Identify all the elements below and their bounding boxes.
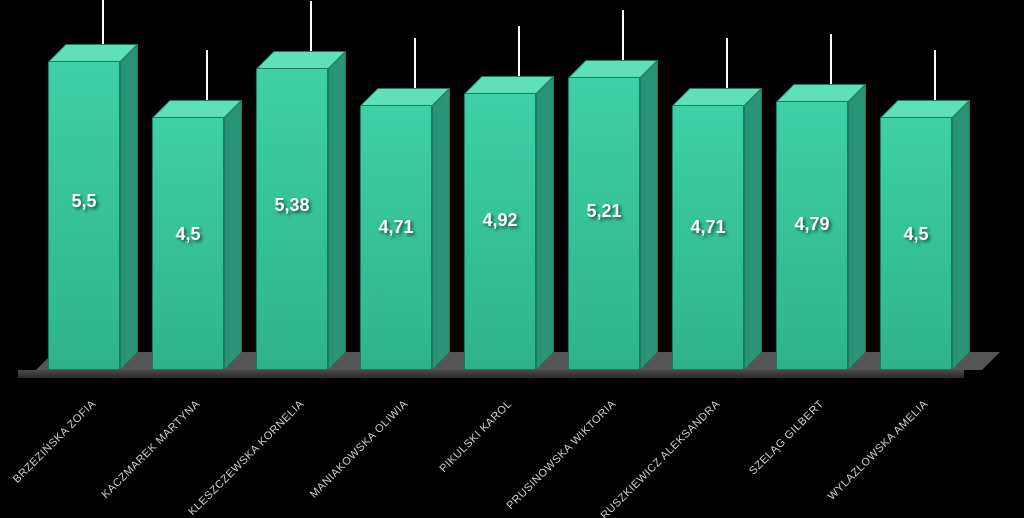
bar: 4,5 — [880, 118, 952, 370]
bar-side — [432, 88, 450, 370]
bar-side — [640, 60, 658, 370]
bar-front — [776, 102, 848, 370]
bar-side — [848, 84, 866, 370]
bar: 5,38 — [256, 69, 328, 370]
bar-front — [48, 62, 120, 370]
bar-side — [952, 100, 970, 370]
bar-front — [672, 106, 744, 370]
bar-category-label: BRZEZIŃSKA ZOFIA — [0, 398, 98, 518]
bar-side — [224, 100, 242, 370]
bar-front — [464, 94, 536, 370]
bar: 4,92 — [464, 94, 536, 370]
chart-floor-front — [18, 370, 964, 378]
bar-front — [360, 106, 432, 370]
bar: 4,5 — [152, 118, 224, 370]
bar-side — [328, 51, 346, 370]
bar-chart-3d: 5,5BRZEZIŃSKA ZOFIA4,5KACZMAREK MARTYNA5… — [0, 0, 1024, 518]
bar-front — [880, 118, 952, 370]
bar: 4,71 — [360, 106, 432, 370]
bar: 5,5 — [48, 62, 120, 370]
bar-side — [744, 88, 762, 370]
bar: 4,79 — [776, 102, 848, 370]
bar-front — [256, 69, 328, 370]
bar-front — [568, 78, 640, 370]
bar-front — [152, 118, 224, 370]
bar-side — [120, 44, 138, 370]
bar: 5,21 — [568, 78, 640, 370]
bar-side — [536, 76, 554, 370]
bar: 4,71 — [672, 106, 744, 370]
